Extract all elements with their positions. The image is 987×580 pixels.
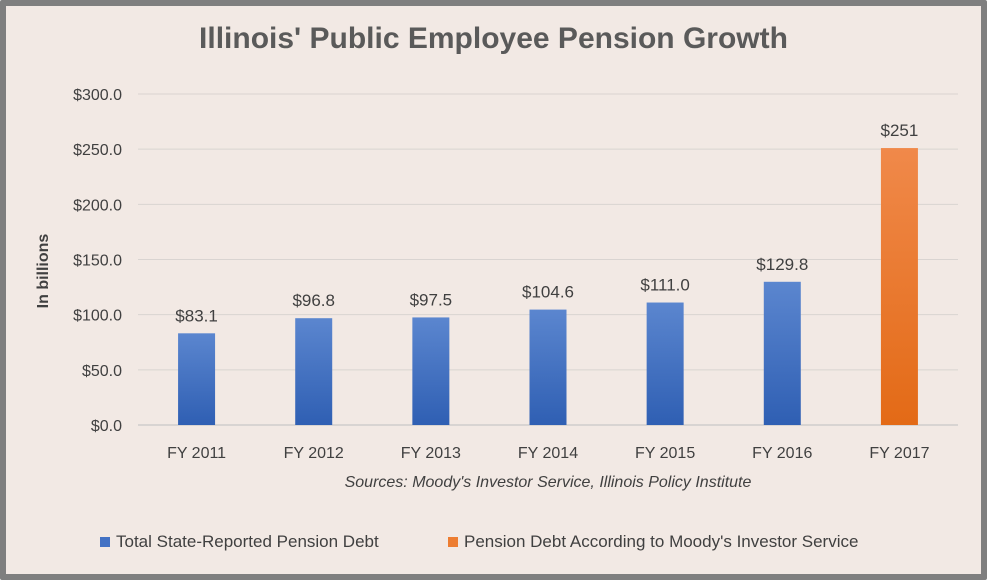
bar xyxy=(646,302,684,425)
bar xyxy=(178,333,216,425)
chart-title: Illinois' Public Employee Pension Growth xyxy=(199,22,788,55)
x-tick-label: FY 2015 xyxy=(635,445,695,462)
chart-legend: Total State-Reported Pension Debt Pensio… xyxy=(0,532,987,554)
chart-source-note: Sources: Moody's Investor Service, Illin… xyxy=(344,474,752,491)
y-tick-label: $50.0 xyxy=(82,363,122,380)
legend-label-state-reported: Total State-Reported Pension Debt xyxy=(116,532,379,551)
data-label: $96.8 xyxy=(292,291,335,310)
bar xyxy=(529,309,567,425)
bar xyxy=(880,148,918,425)
tick-labels: $0.0 $50.0 $100.0 $150.0 $200.0 $250.0 $300.0 F… xyxy=(73,87,930,462)
data-label: $97.5 xyxy=(410,290,453,309)
data-label: $111.0 xyxy=(640,276,689,295)
y-tick-label: $250.0 xyxy=(73,142,122,159)
y-tick-label: $150.0 xyxy=(73,253,122,270)
x-tick-label: FY 2016 xyxy=(752,445,812,462)
legend-item-state-reported: Total State-Reported Pension Debt xyxy=(100,532,379,552)
data-label: $104.6 xyxy=(522,283,574,302)
y-tick-label: $0.0 xyxy=(91,418,122,435)
x-tick-label: FY 2011 xyxy=(167,445,226,462)
x-tick-label: FY 2013 xyxy=(401,445,461,462)
legend-swatch-orange xyxy=(448,537,458,547)
bar xyxy=(295,318,333,425)
y-tick-label: $100.0 xyxy=(73,308,122,325)
legend-item-moodys: Pension Debt According to Moody's Invest… xyxy=(448,532,858,552)
bar xyxy=(412,317,450,425)
data-label: $83.1 xyxy=(175,306,218,325)
y-tick-label: $300.0 xyxy=(73,87,122,104)
x-tick-label: FY 2012 xyxy=(284,445,344,462)
bars xyxy=(178,148,918,425)
y-tick-label: $200.0 xyxy=(73,197,122,214)
legend-swatch-blue xyxy=(100,537,110,547)
x-tick-label: FY 2017 xyxy=(869,445,929,462)
data-labels: $83.1 $96.8 $97.5 $104.6 $111.0 $129.8 $251 xyxy=(175,121,918,325)
legend-label-moodys: Pension Debt According to Moody's Invest… xyxy=(464,532,859,551)
bar xyxy=(763,281,801,425)
data-label: $251 xyxy=(881,121,919,140)
x-tick-label: FY 2014 xyxy=(518,445,578,462)
data-label: $129.8 xyxy=(756,255,808,274)
